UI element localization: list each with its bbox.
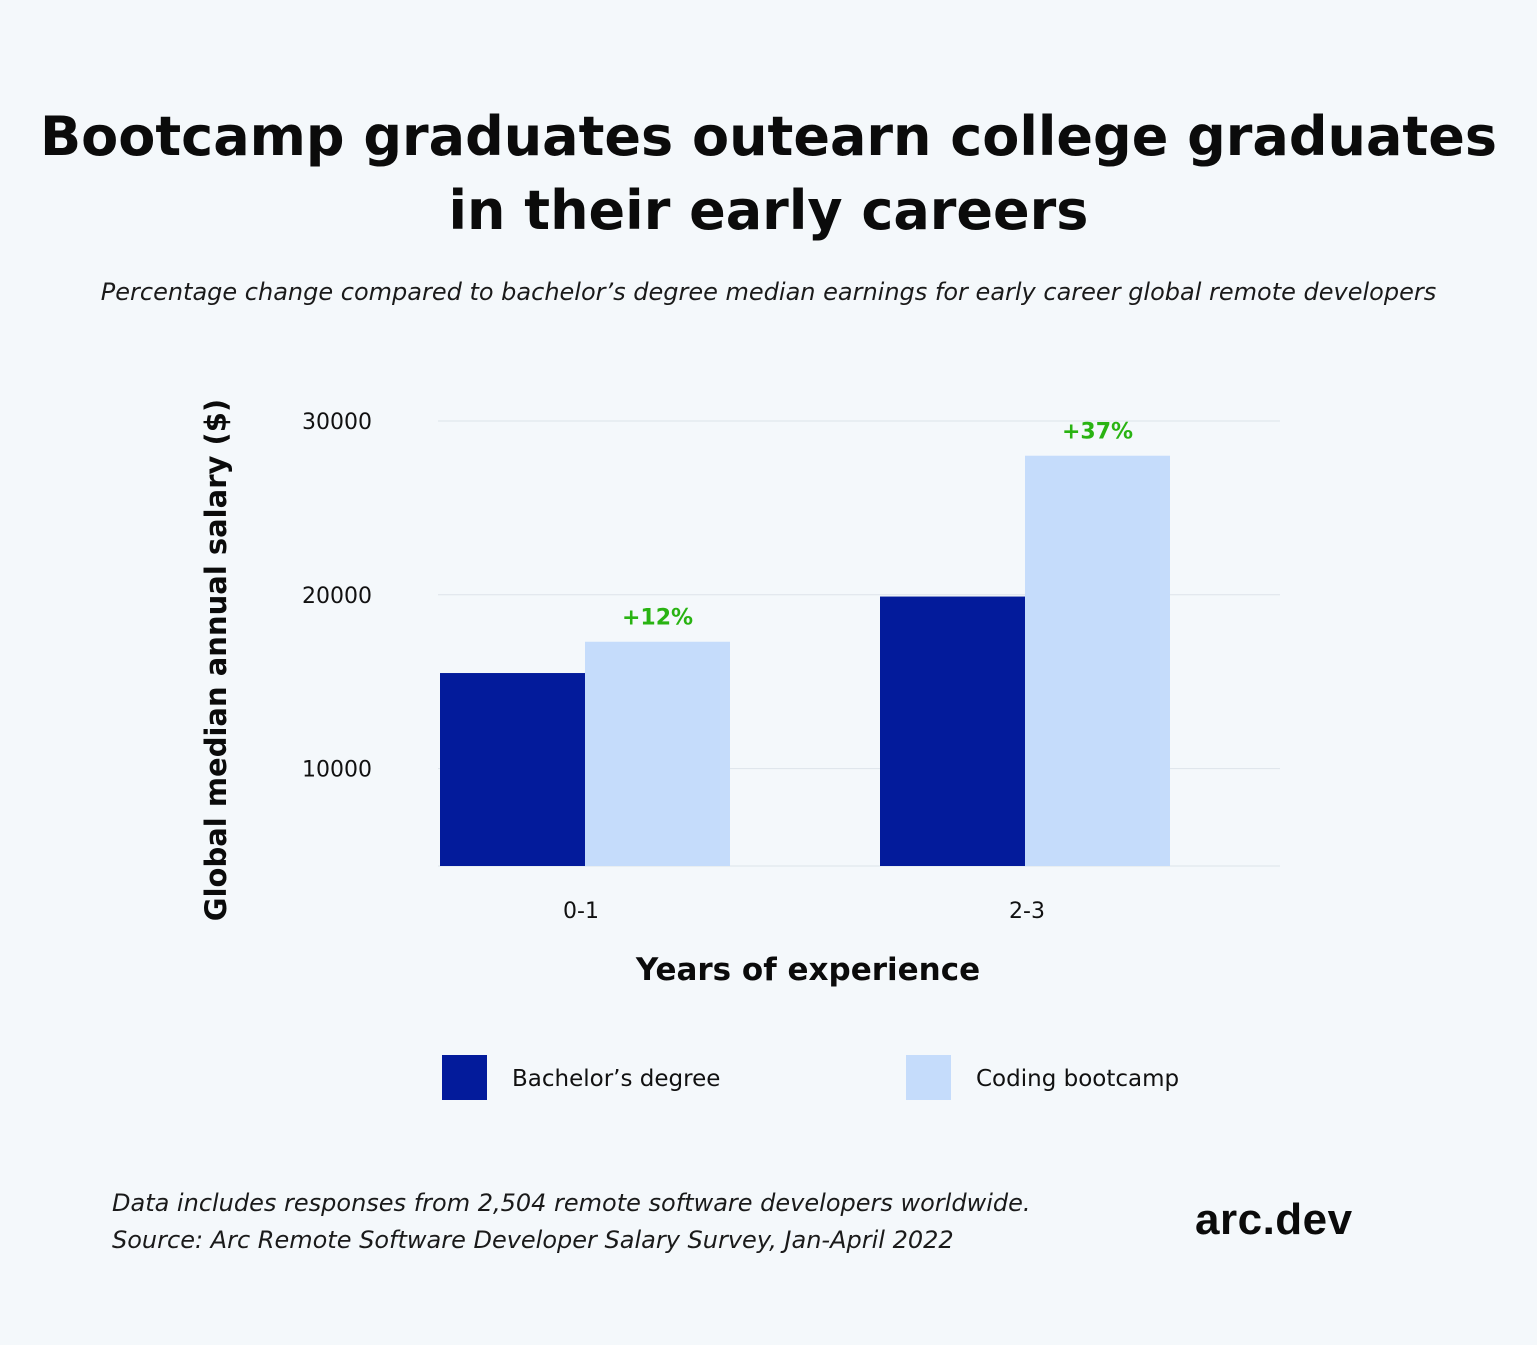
legend-swatch (906, 1055, 951, 1100)
data-label: +37% (1062, 420, 1133, 445)
brand-logo: arc.dev (1195, 1195, 1353, 1244)
footer-note: Data includes responses from 2,504 remot… (112, 1189, 1031, 1217)
chart-subtitle: Percentage change compared to bachelor’s… (100, 278, 1437, 306)
chart-title-line-2: in their early careers (448, 179, 1089, 242)
chart-title: Bootcamp graduates outearn college gradu… (0, 100, 1537, 248)
data-label: +12% (622, 606, 693, 631)
footer-source: Source: Arc Remote Software Developer Sa… (112, 1226, 954, 1254)
bar (440, 673, 585, 866)
legend-label: Bachelor’s degree (512, 1066, 720, 1092)
x-axis-title: Years of experience (635, 952, 980, 988)
bar (585, 641, 730, 866)
legend-label: Coding bootcamp (976, 1066, 1179, 1092)
bar (880, 596, 1025, 866)
y-tick-label: 10000 (302, 758, 372, 783)
footer-notes: Data includes responses from 2,504 remot… (112, 1185, 1031, 1259)
chart-title-line-1: Bootcamp graduates outearn college gradu… (40, 105, 1497, 168)
legend-swatch (442, 1055, 487, 1100)
y-tick-label: 20000 (302, 584, 372, 609)
y-tick-label: 30000 (302, 410, 372, 435)
y-axis-title: Global median annual salary ($) (199, 399, 233, 921)
bar (1025, 455, 1170, 866)
x-tick-label: 0-1 (563, 899, 599, 924)
x-tick-label: 2-3 (1009, 899, 1045, 924)
